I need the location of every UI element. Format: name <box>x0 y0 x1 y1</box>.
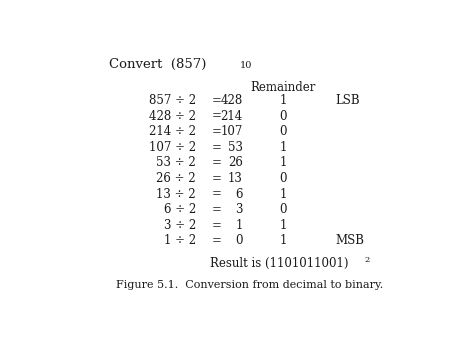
Text: =: = <box>212 188 221 201</box>
Text: 6: 6 <box>235 188 243 201</box>
Text: =: = <box>212 110 221 123</box>
Text: 26 ÷ 2: 26 ÷ 2 <box>156 172 196 185</box>
Text: LSB: LSB <box>335 94 360 107</box>
Text: =: = <box>212 141 221 154</box>
Text: 107: 107 <box>220 125 243 138</box>
Text: MSB: MSB <box>335 235 364 247</box>
Text: 6 ÷ 2: 6 ÷ 2 <box>163 203 196 216</box>
Text: Figure 5.1.  Conversion from decimal to binary.: Figure 5.1. Conversion from decimal to b… <box>116 281 383 290</box>
Text: 0: 0 <box>279 172 287 185</box>
Text: Convert  (857): Convert (857) <box>108 57 206 71</box>
Text: 3: 3 <box>235 203 243 216</box>
Text: 10: 10 <box>239 61 252 70</box>
Text: 13 ÷ 2: 13 ÷ 2 <box>156 188 196 201</box>
Text: 0: 0 <box>279 203 287 216</box>
Text: =: = <box>212 235 221 247</box>
Text: 1: 1 <box>279 141 287 154</box>
Text: 1: 1 <box>235 219 243 232</box>
Text: 1: 1 <box>279 219 287 232</box>
Text: 428: 428 <box>220 94 243 107</box>
Text: 857 ÷ 2: 857 ÷ 2 <box>148 94 196 107</box>
Text: 107 ÷ 2: 107 ÷ 2 <box>148 141 196 154</box>
Text: 0: 0 <box>279 125 287 138</box>
Text: 1: 1 <box>279 94 287 107</box>
Text: =: = <box>212 203 221 216</box>
Text: 53: 53 <box>228 141 243 154</box>
Text: =: = <box>212 125 221 138</box>
Text: 428 ÷ 2: 428 ÷ 2 <box>149 110 196 123</box>
Text: =: = <box>212 172 221 185</box>
Text: =: = <box>212 156 221 169</box>
Text: 214 ÷ 2: 214 ÷ 2 <box>149 125 196 138</box>
Text: 3 ÷ 2: 3 ÷ 2 <box>163 219 196 232</box>
Text: =: = <box>212 219 221 232</box>
Text: 1: 1 <box>279 156 287 169</box>
Text: 214: 214 <box>220 110 243 123</box>
Text: 1 ÷ 2: 1 ÷ 2 <box>164 235 196 247</box>
Text: 13: 13 <box>228 172 243 185</box>
Text: Remainder: Remainder <box>250 81 315 94</box>
Text: 26: 26 <box>228 156 243 169</box>
Text: 0: 0 <box>279 110 287 123</box>
Text: 0: 0 <box>235 235 243 247</box>
Text: 53 ÷ 2: 53 ÷ 2 <box>156 156 196 169</box>
Text: 2: 2 <box>364 256 369 264</box>
Text: Result is (1101011001): Result is (1101011001) <box>210 257 348 270</box>
Text: 1: 1 <box>279 235 287 247</box>
Text: =: = <box>212 94 221 107</box>
Text: 1: 1 <box>279 188 287 201</box>
